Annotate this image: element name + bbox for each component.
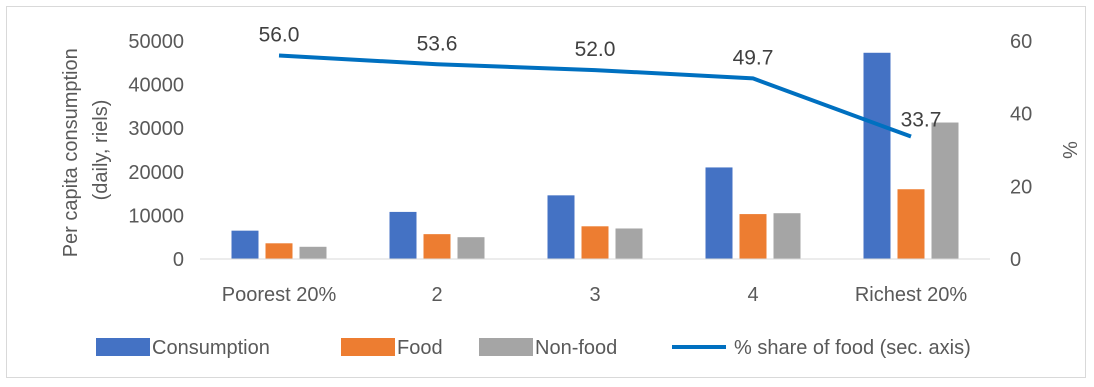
y2-tick-label: 60 bbox=[1010, 31, 1032, 53]
legend-swatch-consumption bbox=[96, 338, 150, 356]
bar-consumption-4 bbox=[705, 167, 733, 259]
primary-y-tick-labels: 0 10000 20000 30000 40000 50000 bbox=[128, 31, 184, 271]
x-tick-label: 4 bbox=[747, 284, 758, 306]
y-axis-title-line-1: Per capita consumption bbox=[60, 48, 82, 257]
y2-tick-label: 40 bbox=[1010, 104, 1032, 126]
x-tick-label: Poorest 20% bbox=[222, 284, 337, 306]
bars-layer bbox=[231, 52, 959, 259]
food-share-data-label-2: 53.6 bbox=[417, 32, 458, 55]
secondary-y-tick-labels: 0 20 40 60 bbox=[1010, 31, 1032, 271]
y-tick-label: 0 bbox=[173, 249, 184, 271]
y-tick-label: 20000 bbox=[128, 162, 184, 184]
bar-food-1 bbox=[265, 243, 293, 259]
y-tick-label: 10000 bbox=[128, 205, 184, 227]
x-tick-label: 2 bbox=[431, 284, 442, 306]
x-tick-label: 3 bbox=[589, 284, 600, 306]
bar-consumption-1 bbox=[231, 230, 259, 259]
legend-label-share-of-food-sec-axis: % share of food (sec. axis) bbox=[734, 337, 971, 359]
line-layer: 56.0 53.6 52.0 49.7 33.7 bbox=[259, 24, 942, 139]
y2-tick-label: 0 bbox=[1010, 249, 1021, 271]
bar-non-food-5 bbox=[931, 122, 959, 259]
legend-swatch-non-food bbox=[479, 338, 533, 356]
secondary-y-axis-title: % bbox=[1058, 141, 1080, 159]
food-share-data-label-3: 52.0 bbox=[575, 38, 616, 61]
x-tick-label: Richest 20% bbox=[855, 284, 967, 306]
bar-non-food-3 bbox=[615, 228, 643, 259]
food-share-data-label-4: 49.7 bbox=[733, 46, 774, 69]
y-tick-label: 30000 bbox=[128, 118, 184, 140]
y2-tick-label: 20 bbox=[1010, 176, 1032, 198]
food-share-data-label-1: 56.0 bbox=[259, 24, 300, 47]
y-axis-title-line-2: (daily, riels) bbox=[90, 100, 112, 201]
bar-food-3 bbox=[581, 226, 609, 259]
legend-label-consumption: Consumption bbox=[152, 337, 270, 359]
bar-food-5 bbox=[897, 189, 925, 259]
food-share-data-label-5: 33.7 bbox=[901, 109, 942, 132]
chart-frame: 56.0 53.6 52.0 49.7 33.7 0 10000 20000 30000 400… bbox=[6, 6, 1086, 378]
legend-label-non-food: Non-food bbox=[535, 337, 617, 359]
y-tick-label: 50000 bbox=[128, 31, 184, 53]
y-tick-label: 40000 bbox=[128, 75, 184, 97]
legend: Consumption Food Non-food % share of food (… bbox=[96, 337, 971, 359]
bar-food-2 bbox=[423, 234, 451, 259]
legend-swatch-food bbox=[341, 338, 395, 356]
bar-food-4 bbox=[739, 214, 767, 259]
bar-consumption-2 bbox=[389, 211, 417, 259]
chart: 56.0 53.6 52.0 49.733.7 0100002000030000400… bbox=[60, 24, 1080, 359]
bar-non-food-4 bbox=[773, 213, 801, 259]
bar-consumption-5 bbox=[863, 52, 891, 259]
bar-consumption-3 bbox=[547, 195, 575, 259]
y-axis-title: Per capita consumption (daily, riels) bbox=[60, 43, 112, 258]
legend-label-food: Food bbox=[397, 337, 443, 359]
bar-non-food-1 bbox=[299, 246, 327, 259]
bar-non-food-2 bbox=[457, 237, 485, 259]
x-tick-labels: Poorest 20% 2 3 4 Richest 20% bbox=[222, 284, 968, 306]
food-share-line bbox=[278, 53, 912, 139]
